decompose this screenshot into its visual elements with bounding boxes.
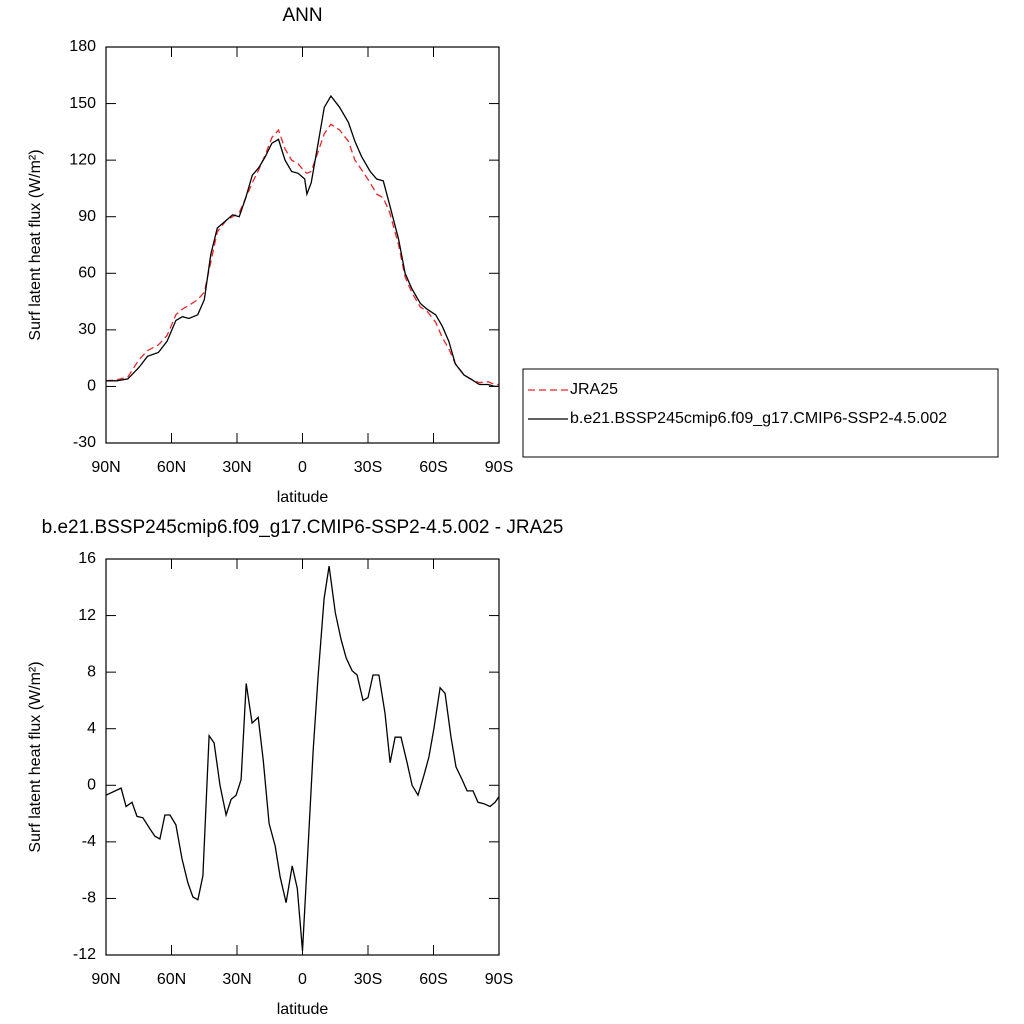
x-tick-label: 30S [354,459,382,476]
y-tick-label: 90 [78,208,96,225]
y-tick-label: 4 [87,720,96,737]
y-tick-label: 8 [87,663,96,680]
y-tick-label: 150 [69,95,96,112]
y-tick-label: 120 [69,151,96,168]
data-line [105,566,500,951]
x-tick-label: 0 [298,971,307,988]
x-tick-label: 60N [157,459,186,476]
x-tick-label: 90S [485,971,513,988]
x-tick-label: 0 [298,459,307,476]
legend-label: JRA25 [570,381,618,398]
legend-box [522,368,999,458]
x-tick-label: 60S [419,971,447,988]
y-axis-label: Surf latent heat flux (W/m²) [27,149,44,340]
x-tick-label: 90N [91,971,120,988]
x-axis-label: latitude [277,1001,329,1018]
y-tick-label: 60 [78,265,96,282]
x-tick-label: 30N [222,971,251,988]
x-axis-label: latitude [277,489,329,506]
legend-label: b.e21.BSSP245cmip6.f09_g17.CMIP6-SSP2-4.… [570,410,947,427]
x-tick-label: 90S [485,459,513,476]
y-tick-label: 0 [87,378,96,395]
x-tick-label: 60S [419,459,447,476]
y-tick-label: 12 [78,607,96,624]
y-tick-label: -4 [82,833,96,850]
y-tick-label: -8 [82,890,96,907]
data-line [105,123,499,386]
x-tick-label: 90N [91,459,120,476]
x-tick-label: 30S [354,971,382,988]
y-tick-label: 180 [69,38,96,55]
y-tick-label: 30 [78,321,96,338]
data-line [106,94,499,388]
y-tick-label: 0 [87,777,96,794]
plot-frame [105,558,500,956]
x-tick-label: 30N [222,459,251,476]
y-tick-label: -30 [73,434,96,451]
plot-frame [105,46,500,444]
y-axis-label: Surf latent heat flux (W/m²) [27,661,44,852]
chart-title: ANN [282,5,322,26]
x-tick-label: 60N [157,971,186,988]
chart-title: b.e21.BSSP245cmip6.f09_g17.CMIP6-SSP2-4.… [42,517,564,538]
y-tick-label: 16 [78,550,96,567]
y-tick-label: -12 [73,946,96,963]
